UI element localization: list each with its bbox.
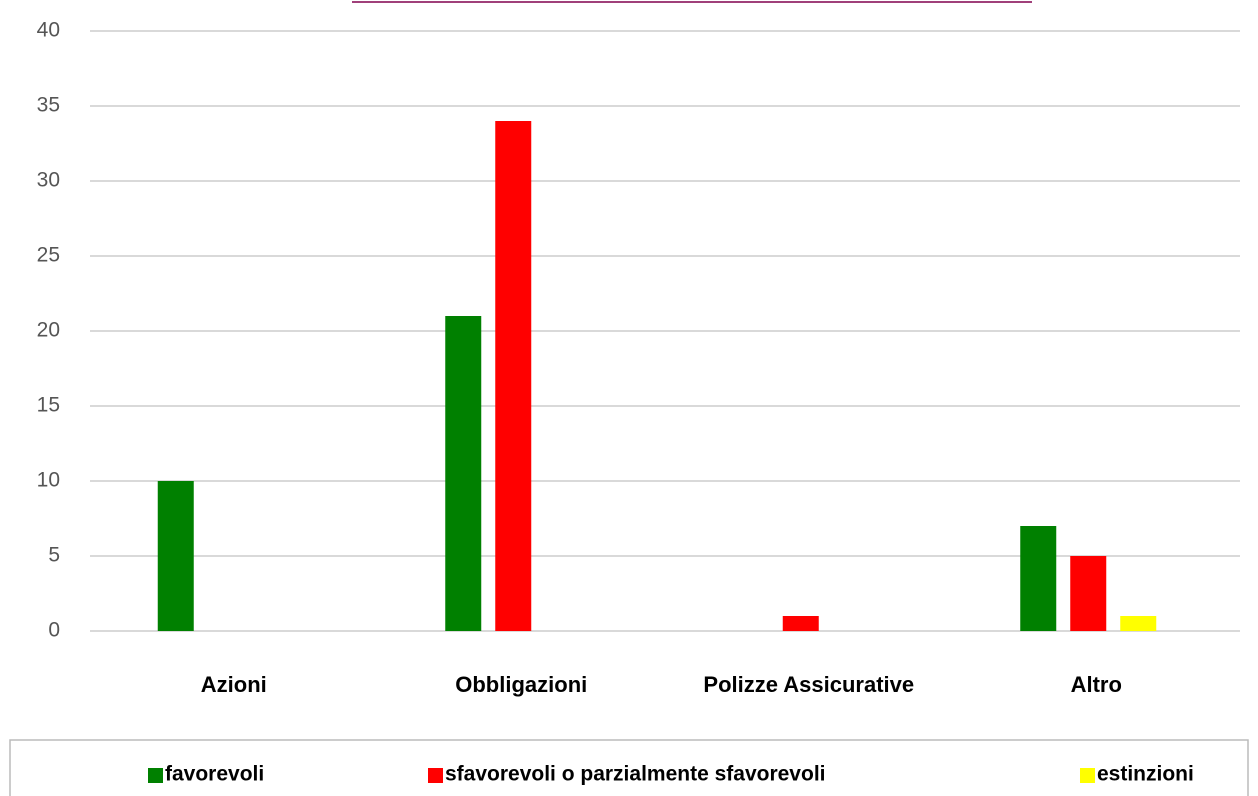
- legend-box: [9, 739, 1249, 796]
- bar: [1120, 616, 1157, 631]
- y-tick-label: 40: [37, 19, 60, 42]
- x-tick-label: Polizze Assicurative: [703, 672, 914, 697]
- y-tick-label: 20: [37, 319, 60, 342]
- bar: [495, 121, 532, 631]
- legend-label: sfavorevoli o parzialmente sfavorevoli: [445, 763, 825, 786]
- x-tick-label: Azioni: [201, 672, 267, 697]
- bar: [1020, 526, 1057, 631]
- legend-swatch: [148, 768, 163, 783]
- y-tick-label: 35: [37, 94, 60, 117]
- y-tick-label: 0: [48, 619, 60, 642]
- y-tick-label: 30: [37, 169, 60, 192]
- legend-label: estinzioni: [1097, 763, 1194, 786]
- bar: [1070, 556, 1107, 631]
- bar: [445, 316, 482, 631]
- y-tick-label: 10: [37, 469, 60, 492]
- legend-label: favorevoli: [165, 763, 264, 786]
- bar: [157, 481, 194, 631]
- x-tick-label: Obbligazioni: [455, 672, 587, 697]
- legend-swatch: [428, 768, 443, 783]
- legend-swatch: [1080, 768, 1095, 783]
- bar: [782, 616, 819, 631]
- y-tick-label: 25: [37, 244, 60, 267]
- y-tick-label: 15: [37, 394, 60, 417]
- y-tick-label: 5: [48, 544, 60, 567]
- x-tick-label: Altro: [1071, 672, 1122, 697]
